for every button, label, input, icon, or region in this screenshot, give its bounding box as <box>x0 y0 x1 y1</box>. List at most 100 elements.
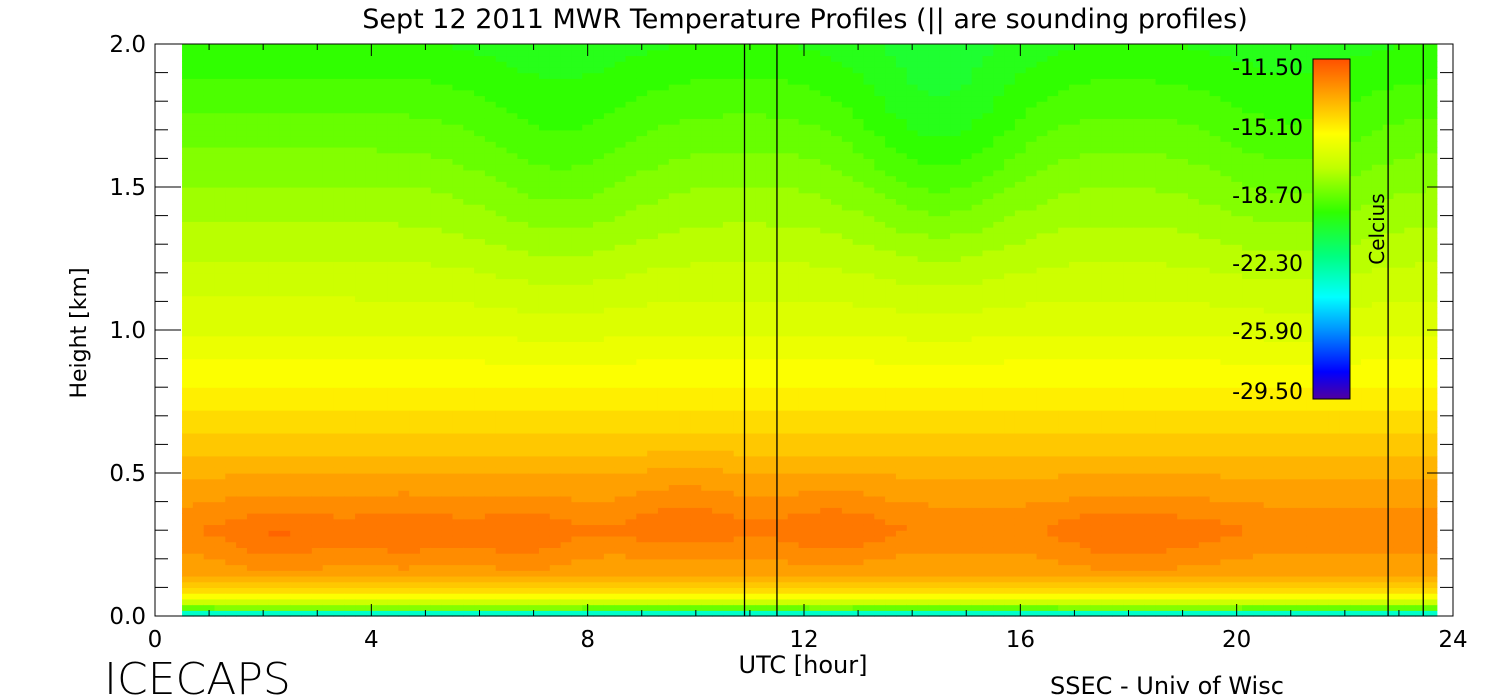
heatmap-cell <box>549 95 562 102</box>
heatmap-cell <box>593 84 605 91</box>
heatmap-cell <box>484 410 497 417</box>
heatmap-cell <box>365 66 378 74</box>
heatmap-cell <box>376 175 389 182</box>
heatmap-cell <box>268 324 280 331</box>
heatmap-cell <box>668 146 681 154</box>
heatmap-cell <box>549 135 562 142</box>
heatmap-cell <box>571 55 583 62</box>
heatmap-cell <box>268 232 280 240</box>
heatmap-cell <box>474 112 486 119</box>
heatmap-cell <box>463 112 475 119</box>
heatmap-cell <box>398 530 410 537</box>
heatmap-cell <box>290 284 302 291</box>
heatmap-cell <box>614 524 627 531</box>
heatmap-cell <box>712 375 724 383</box>
heatmap-cell <box>452 129 464 137</box>
heatmap-cell <box>387 106 399 114</box>
heatmap-cell <box>311 61 324 68</box>
heatmap-cell <box>203 84 216 91</box>
heatmap-cell <box>538 415 551 423</box>
heatmap-cell <box>409 330 421 337</box>
heatmap-cell <box>538 221 551 228</box>
heatmap-cell <box>679 84 692 91</box>
heatmap-cell <box>657 558 670 566</box>
heatmap-cell <box>582 461 594 468</box>
heatmap-cell <box>647 89 659 97</box>
heatmap-cell <box>560 261 573 268</box>
heatmap-cell <box>225 209 237 217</box>
heatmap-cell <box>409 335 421 343</box>
heatmap-cell <box>420 570 432 577</box>
heatmap-cell <box>593 335 605 343</box>
heatmap-cell <box>484 610 497 617</box>
heatmap-cell <box>290 49 302 57</box>
heatmap-cell <box>484 427 497 434</box>
heatmap-cell <box>355 169 367 177</box>
heatmap-cell <box>538 158 551 165</box>
heatmap-cell <box>560 164 573 171</box>
heatmap-cell <box>322 432 335 440</box>
heatmap-cell <box>441 455 454 463</box>
heatmap-cell <box>279 541 291 548</box>
heatmap-cell <box>268 375 280 383</box>
heatmap-cell <box>593 44 605 51</box>
heatmap-cell <box>430 106 443 114</box>
heatmap-cell <box>376 581 389 588</box>
heatmap-cell <box>203 118 216 125</box>
heatmap-cell <box>322 364 335 371</box>
heatmap-cell <box>712 593 724 600</box>
heatmap-cell <box>322 547 335 554</box>
heatmap-cell <box>549 598 562 606</box>
heatmap-cell <box>647 575 659 583</box>
heatmap-cell <box>538 181 551 188</box>
heatmap-cell <box>474 535 486 543</box>
heatmap-cell <box>452 244 464 251</box>
heatmap-cell <box>603 484 616 491</box>
heatmap-cell <box>279 535 291 543</box>
heatmap-cell <box>679 112 692 119</box>
heatmap-cell <box>657 553 670 560</box>
heatmap-cell <box>225 535 237 543</box>
heatmap-cell <box>203 227 216 234</box>
heatmap-cell <box>246 347 259 354</box>
heatmap-cell <box>593 221 605 228</box>
heatmap-cell <box>679 358 692 365</box>
heatmap-cell <box>463 284 475 291</box>
heatmap-cell <box>603 267 616 274</box>
heatmap-cell <box>225 146 237 154</box>
heatmap-cell <box>593 575 605 583</box>
heatmap-cell <box>387 135 399 142</box>
heatmap-cell <box>192 358 205 365</box>
heatmap-cell <box>668 215 681 222</box>
heatmap-cell <box>246 232 259 240</box>
heatmap-cell <box>528 84 540 91</box>
heatmap-cell <box>192 215 205 222</box>
heatmap-cell <box>593 375 605 383</box>
heatmap-cell <box>301 289 313 297</box>
heatmap-cell <box>322 490 335 497</box>
heatmap-cell <box>593 244 605 251</box>
heatmap-cell <box>441 421 454 428</box>
heatmap-cell <box>463 518 475 526</box>
heatmap-cell <box>387 66 399 74</box>
heatmap-cell <box>560 392 573 400</box>
heatmap-cell <box>657 112 670 119</box>
heatmap-cell <box>657 106 670 114</box>
heatmap-cell <box>452 610 464 617</box>
heatmap-cell <box>344 370 356 377</box>
heatmap-cell <box>474 141 486 148</box>
heatmap-cell <box>690 352 702 360</box>
heatmap-cell <box>582 215 594 222</box>
heatmap-cell <box>538 272 551 280</box>
heatmap-cell <box>301 232 313 240</box>
heatmap-cell <box>409 295 421 302</box>
heatmap-cell <box>582 478 594 486</box>
heatmap-cell <box>420 284 432 291</box>
heatmap-cell <box>614 318 627 325</box>
heatmap-cell <box>452 61 464 68</box>
heatmap-cell <box>430 581 443 588</box>
heatmap-cell <box>301 392 313 400</box>
heatmap-cell <box>290 570 302 577</box>
heatmap-cell <box>668 547 681 554</box>
heatmap-cell <box>192 272 205 280</box>
